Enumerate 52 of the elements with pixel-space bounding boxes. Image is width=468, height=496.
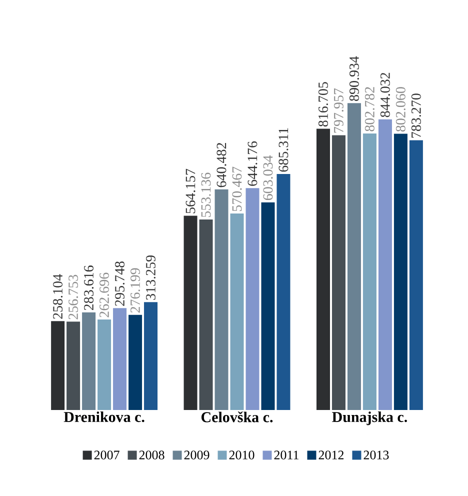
x-tick-label: Celovška c. <box>201 412 273 422</box>
legend-label: 2011 <box>274 450 298 460</box>
data-label: 844.032 <box>380 72 390 118</box>
bar <box>66 322 80 410</box>
x-tick-label: Drenikova c. <box>64 412 144 422</box>
data-label: 262.696 <box>100 272 110 318</box>
bar <box>184 216 198 410</box>
bar <box>199 220 213 410</box>
data-label: 783.270 <box>411 94 421 138</box>
bar <box>128 314 142 410</box>
data-label: 640.482 <box>216 142 226 188</box>
bar <box>409 140 423 410</box>
data-label: 295.748 <box>115 261 125 306</box>
data-label: 644.176 <box>248 141 258 186</box>
bar <box>214 189 228 410</box>
data-label: 258.104 <box>53 274 63 319</box>
bar <box>347 103 361 410</box>
data-label: 797.957 <box>334 88 344 133</box>
bar <box>394 134 408 410</box>
data-label: 313.259 <box>146 255 156 300</box>
bar <box>378 119 392 410</box>
data-label: 276.199 <box>130 268 140 313</box>
bar <box>246 188 260 410</box>
data-label: 603.034 <box>263 155 273 200</box>
data-label: 685.311 <box>278 128 288 172</box>
data-label: 802.060 <box>396 87 406 132</box>
data-label: 802.782 <box>364 87 374 132</box>
bar <box>362 134 376 410</box>
legend-label: 2008 <box>139 450 164 460</box>
legend-label: 2009 <box>184 450 210 460</box>
data-label: 553.136 <box>201 172 211 217</box>
bar <box>82 312 96 410</box>
x-tick-label: Dunajska c. <box>332 412 407 426</box>
legend-label: 2012 <box>318 450 344 460</box>
bar <box>332 135 346 410</box>
data-label: 564.157 <box>186 168 196 214</box>
data-label: 256.753 <box>68 274 78 320</box>
legend-label: 2010 <box>229 450 254 460</box>
bar <box>316 128 330 410</box>
bar <box>230 214 244 410</box>
bar <box>113 308 127 410</box>
legend-label: 2007 <box>94 450 120 460</box>
bar <box>261 202 275 410</box>
bar <box>276 174 290 410</box>
bar <box>98 320 112 410</box>
data-label: 570.467 <box>232 166 242 212</box>
data-label: 890.934 <box>349 56 359 101</box>
data-label: 816.705 <box>318 82 328 127</box>
bar <box>144 302 158 410</box>
bar <box>51 321 65 410</box>
data-label: 283.616 <box>84 266 94 310</box>
legend-label: 2013 <box>364 450 389 460</box>
